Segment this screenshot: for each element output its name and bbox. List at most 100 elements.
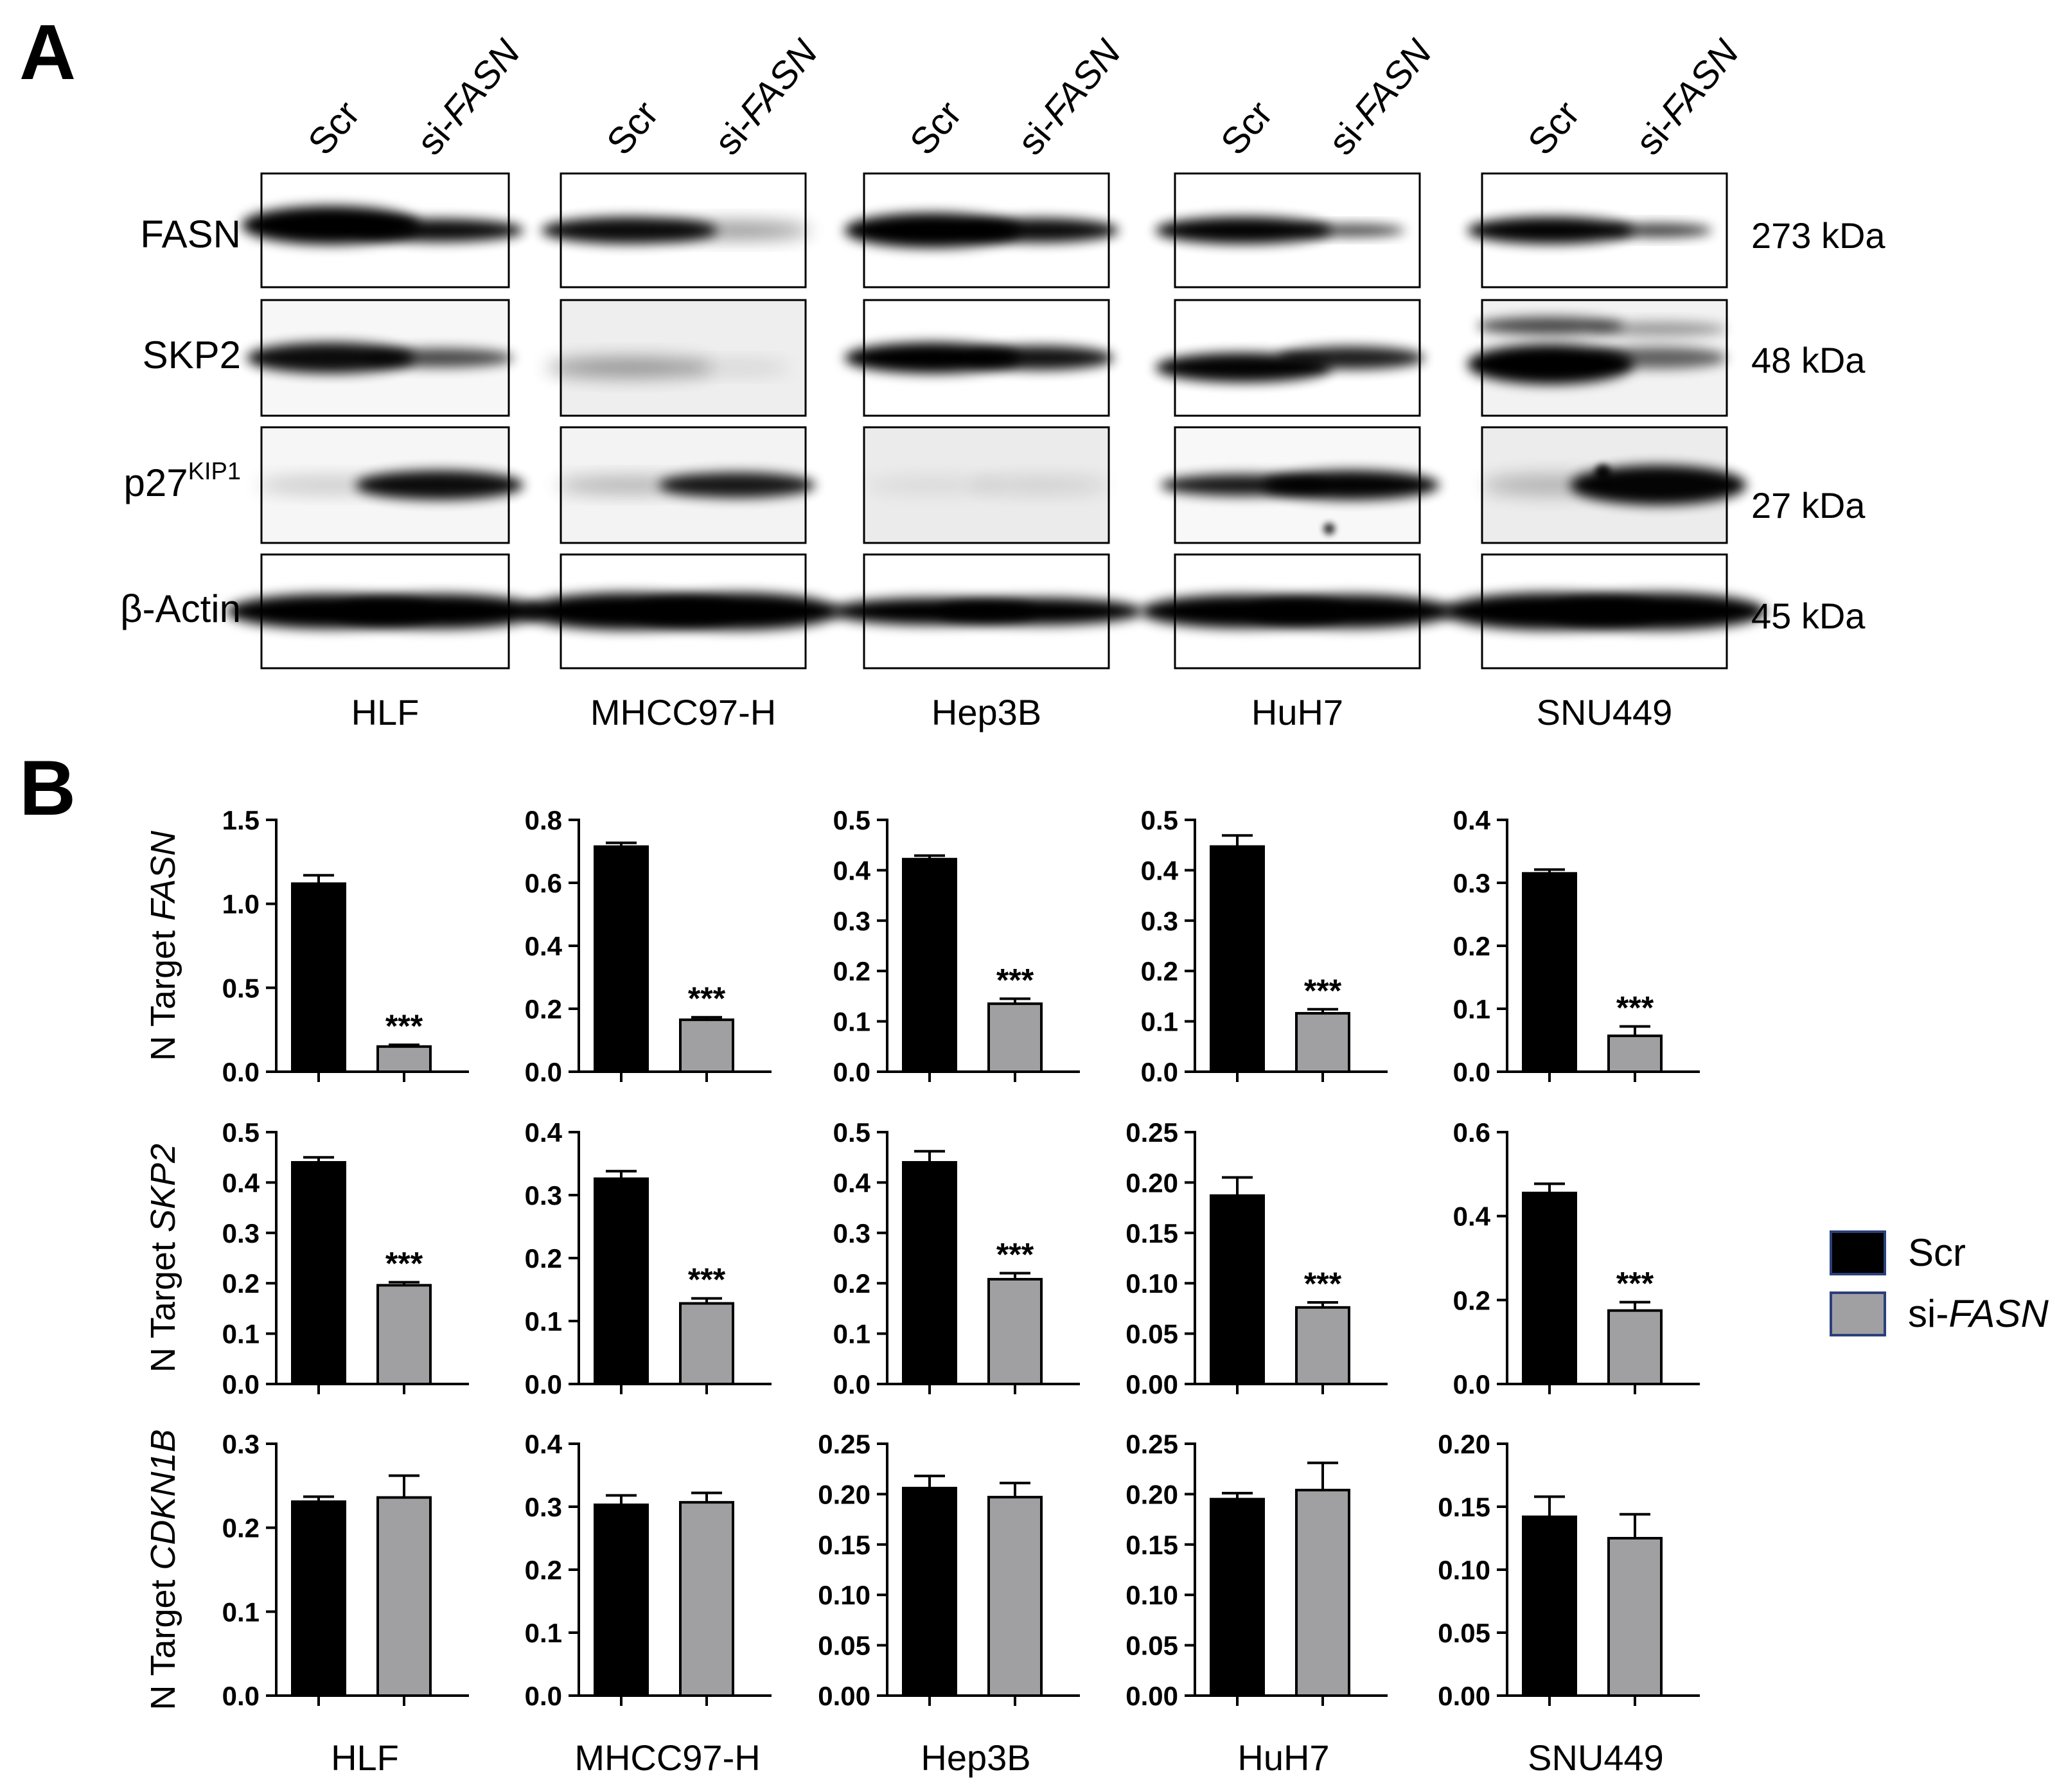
blot-frame: [1481, 553, 1728, 670]
svg-text:Scr: Scr: [300, 93, 368, 163]
band-si-fasn: [365, 348, 514, 368]
y-tick-label: 0.05: [818, 1631, 870, 1661]
y-tick-label: 1.0: [222, 889, 260, 919]
y-tick-label: 0.0: [525, 1369, 562, 1399]
bar-scr: [902, 858, 957, 1073]
chart-fasn-huh7: 0.0 0.1 0.2 0.3 0.4 0.5 ***: [1141, 805, 1388, 1087]
chart-legend: Scr si-FASN: [1830, 1230, 2049, 1336]
legend-label-si-fasn: si-FASN: [1908, 1292, 2049, 1335]
blot-actin-snu449: [1443, 553, 1766, 670]
blot-frame: [863, 299, 1110, 417]
y-tick-label: 0.15: [1126, 1218, 1178, 1248]
bar-scr: [902, 1486, 957, 1697]
chart-cdkn1b-hep3b: 0.00 0.05 0.10 0.15 0.20 0.25: [818, 1429, 1080, 1711]
y-tick-label: 0.4: [1453, 1202, 1491, 1232]
chart-cell-line-mhcc97-h: MHCC97-H: [574, 1737, 760, 1778]
band-upper-si-fasn: [1589, 321, 1727, 337]
blot-skp2-mhcc97-h: [546, 299, 807, 417]
significance-mark: ***: [996, 962, 1034, 998]
bar-si-fasn: [987, 1277, 1043, 1385]
lane-label-scr-hlf: Scr: [300, 93, 368, 163]
bar-scr: [1522, 1191, 1577, 1385]
bar-si-fasn: [679, 1501, 734, 1697]
y-tick-label: 0.4: [1453, 805, 1491, 835]
bar-scr: [1210, 1498, 1265, 1697]
y-tick-label: 0.25: [818, 1429, 870, 1459]
y-tick-label: 0.1: [222, 1597, 260, 1627]
y-tick-label: 0.3: [833, 1218, 870, 1248]
y-tick-label: 0.2: [833, 1268, 870, 1299]
chart-row-skp2: N Target SKP2 0.0 0.1 0.2 0.3 0.4 0.5 *** 0.0 0.1…: [144, 1117, 1700, 1399]
lane-label-si-fasn-mhcc97-h: si-FASN: [706, 31, 826, 163]
blot-cell-line-huh7: HuH7: [1251, 692, 1343, 732]
chart-cdkn1b-mhcc97-h: 0.0 0.1 0.2 0.3 0.4: [525, 1429, 772, 1711]
blot-frame: [560, 553, 807, 670]
bar-si-fasn: [987, 1002, 1043, 1074]
blot-speck: [1595, 465, 1611, 480]
y-tick-label: 0.4: [525, 931, 563, 961]
significance-mark: ***: [1616, 1266, 1654, 1302]
svg-text:Scr: Scr: [599, 93, 667, 163]
bar-si-fasn: [376, 1496, 432, 1698]
blot-actin-hlf: [227, 553, 543, 670]
blot-cell-line-snu449: SNU449: [1537, 692, 1673, 732]
y-tick-label: 0.0: [1141, 1057, 1178, 1087]
band-si-fasn: [335, 594, 543, 629]
blot-frame: [1174, 426, 1421, 544]
band-scr: [864, 477, 1002, 493]
y-tick-label: 0.2: [222, 1513, 260, 1543]
y-tick-label: 0.20: [1438, 1429, 1490, 1459]
chart-cell-line-huh7: HuH7: [1237, 1737, 1329, 1778]
y-tick-label: 0.2: [833, 956, 870, 986]
blot-cell-line-mhcc97-h: MHCC97-H: [590, 692, 776, 732]
band-si-fasn: [1297, 224, 1406, 237]
bar-scr: [291, 1500, 346, 1697]
blot-frame: [560, 426, 807, 544]
y-tick-label: 0.00: [1126, 1681, 1178, 1711]
bar-si-fasn: [1607, 1309, 1663, 1385]
significance-mark: ***: [1304, 973, 1342, 1009]
band-si-fasn: [1263, 470, 1440, 500]
y-tick-label: 0.0: [1453, 1057, 1490, 1087]
y-tick-label: 0.5: [222, 1117, 260, 1148]
blot-frame: [863, 172, 1110, 288]
bar-scr: [1210, 845, 1265, 1073]
band-scr: [1155, 217, 1332, 244]
significance-mark: ***: [996, 1237, 1034, 1273]
blot-background: [561, 300, 806, 416]
panel-label-b: B: [19, 744, 76, 831]
svg-text:si-FASN: si-FASN: [1627, 31, 1747, 163]
y-tick-label: 0.3: [525, 1180, 562, 1211]
y-tick-label: 0.4: [833, 1167, 871, 1198]
bar-si-fasn: [1295, 1306, 1350, 1386]
y-axis-label-cdkn1b: N Target CDKN1B: [144, 1429, 182, 1710]
y-axis-label-fasn: N Target FASN: [144, 830, 182, 1061]
bar-scr: [594, 845, 649, 1074]
lane-label-scr-huh7: Scr: [1213, 93, 1281, 163]
lane-label-si-fasn-hep3b: si-FASN: [1009, 31, 1129, 163]
bar-si-fasn: [987, 1496, 1043, 1697]
svg-text:Scr: Scr: [1520, 93, 1588, 163]
chart-row-cdkn1b: N Target CDKN1B0.00.10.20.30.00.10.20.30…: [144, 1429, 1700, 1711]
y-axis-label-skp2: N Target SKP2: [144, 1144, 182, 1372]
kda-label-p27: 27 kDa: [1751, 485, 1866, 526]
chart-cell-line-snu449: SNU449: [1528, 1737, 1664, 1778]
band-scr: [844, 213, 1021, 248]
kda-label-actin: 45 kDa: [1751, 596, 1866, 636]
y-tick-label: 0.05: [1126, 1319, 1178, 1349]
y-tick-label: 0.20: [1126, 1479, 1178, 1509]
band-scr: [541, 217, 718, 244]
lane-label-scr-mhcc97-h: Scr: [599, 93, 667, 163]
svg-text:si-FASN: si-FASN: [706, 31, 826, 163]
panel-label-a: A: [19, 8, 76, 96]
y-tick-label: 0.3: [1141, 906, 1178, 936]
significance-mark: ***: [385, 1008, 423, 1044]
blot-p27-huh7: [1160, 426, 1440, 544]
western-blot-panel: Scr si-FASN Scr si-FASN Scr si-FASN Scr si-FASN…: [120, 31, 1885, 732]
blot-frame: [260, 172, 510, 288]
blot-cell-line-hep3b: Hep3B: [931, 692, 1041, 732]
y-tick-label: 0.5: [833, 1117, 870, 1148]
svg-text:si-FASN: si-FASN: [409, 31, 528, 163]
y-tick-label: 0.15: [1438, 1492, 1490, 1522]
chart-cell-line-hep3b: Hep3B: [921, 1737, 1030, 1778]
